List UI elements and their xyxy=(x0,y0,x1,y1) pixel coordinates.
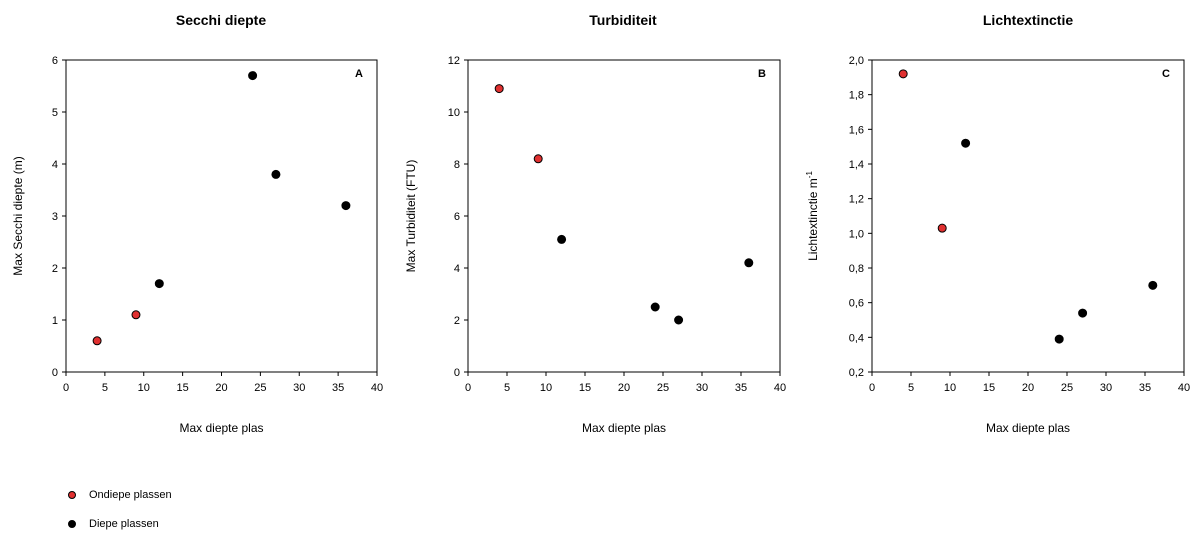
y-tick-label-c: 0,2 xyxy=(849,367,864,379)
x-tick-label-a: 25 xyxy=(254,382,266,394)
y-tick-label-c: 0,6 xyxy=(849,298,864,310)
x-tick-label-a: 20 xyxy=(215,382,227,394)
point-deep-b xyxy=(557,234,567,244)
x-axis-label-b: Max diepte plas xyxy=(582,421,666,435)
x-tick-label-a: 10 xyxy=(138,382,150,394)
y-tick-label-b: 12 xyxy=(448,55,460,67)
y-tick-label-a: 1 xyxy=(52,315,58,327)
x-tick-label-b: 30 xyxy=(696,382,708,394)
chart-panel-c: Lichtextinctie C 0 5 10 15 20 25 30 35 40 0,2 0,4 0,6… xyxy=(805,12,1190,435)
point-deep-c xyxy=(1078,308,1088,318)
x-tick-label-a: 15 xyxy=(177,382,189,394)
point-deep-c xyxy=(961,138,971,148)
y-tick-label-c: 1,8 xyxy=(849,90,864,102)
x-tick-label-a: 35 xyxy=(332,382,344,394)
y-tick-label-a: 3 xyxy=(52,211,58,223)
y-tick-label-a: 0 xyxy=(52,367,58,379)
point-deep-a xyxy=(154,279,164,289)
x-tick-label-c: 5 xyxy=(908,382,914,394)
y-tick-label-c: 1,2 xyxy=(849,194,864,206)
legend-marker-shallow xyxy=(68,491,76,499)
x-tick-label-c: 25 xyxy=(1061,382,1073,394)
y-axis-label-superscript-c: -1 xyxy=(805,171,814,179)
x-tick-label-b: 35 xyxy=(735,382,747,394)
y-tick-label-c: 0,4 xyxy=(849,332,864,344)
x-tick-label-a: 0 xyxy=(63,382,69,394)
y-tick-label-b: 8 xyxy=(454,159,460,171)
x-tick-label-c: 35 xyxy=(1139,382,1151,394)
plot-frame-c xyxy=(871,59,1185,373)
legend-label-shallow: Ondiepe plassen xyxy=(89,489,172,501)
point-deep-c xyxy=(1054,334,1064,344)
point-shallow-c xyxy=(898,69,908,79)
point-shallow-b xyxy=(494,84,504,94)
x-tick-label-b: 5 xyxy=(504,382,510,394)
x-tick-label-a: 40 xyxy=(371,382,383,394)
y-axis-label-c: Lichtextinctie m-1 xyxy=(805,171,820,261)
point-deep-a xyxy=(271,169,281,179)
point-shallow-c xyxy=(937,223,947,233)
chart-panel-a: Secchi diepte A 0 5 10 15 20 25 30 35 40 0 1 2 3 4 5 6 Max… xyxy=(11,12,383,435)
y-tick-label-c: 2,0 xyxy=(849,55,864,67)
x-tick-label-c: 20 xyxy=(1022,382,1034,394)
chart-panel-b: Turbiditeit B 0 5 10 15 20 25 30 35 40 0 2 4 6 8 10 12 Max… xyxy=(404,12,786,435)
y-tick-label-b: 4 xyxy=(454,263,460,275)
x-tick-label-c: 40 xyxy=(1178,382,1190,394)
y-tick-label-c: 0,8 xyxy=(849,263,864,275)
point-deep-a xyxy=(248,71,258,81)
panel-letter-c: C xyxy=(1162,68,1170,80)
point-deep-c xyxy=(1148,280,1158,290)
x-tick-label-b: 0 xyxy=(465,382,471,394)
point-deep-b xyxy=(650,302,660,312)
x-tick-label-a: 5 xyxy=(102,382,108,394)
legend: Ondiepe plassen Diepe plassen xyxy=(68,486,172,544)
x-tick-label-b: 40 xyxy=(774,382,786,394)
y-tick-label-c: 1,6 xyxy=(849,124,864,136)
y-tick-label-a: 6 xyxy=(52,55,58,67)
panel-letter-b: B xyxy=(758,68,766,80)
y-tick-label-a: 4 xyxy=(52,159,58,171)
chart-title-c: Lichtextinctie xyxy=(983,12,1073,28)
plot-frame-a xyxy=(65,59,378,373)
legend-marker-deep xyxy=(68,520,76,528)
x-tick-label-b: 15 xyxy=(579,382,591,394)
point-shallow-a xyxy=(131,310,141,320)
x-axis-label-a: Max diepte plas xyxy=(179,421,263,435)
plot-frame-b xyxy=(467,59,781,373)
y-tick-label-b: 2 xyxy=(454,315,460,327)
x-tick-label-b: 20 xyxy=(618,382,630,394)
y-tick-label-b: 6 xyxy=(454,211,460,223)
legend-item-shallow: Ondiepe plassen xyxy=(68,486,172,504)
y-tick-label-b: 10 xyxy=(448,107,460,119)
chart-title-a: Secchi diepte xyxy=(176,12,266,28)
y-tick-label-c: 1,4 xyxy=(849,159,864,171)
y-axis-label-a: Max Secchi diepte (m) xyxy=(11,156,25,275)
panel-letter-a: A xyxy=(355,68,363,80)
legend-label-deep: Diepe plassen xyxy=(89,518,159,530)
x-tick-label-c: 30 xyxy=(1100,382,1112,394)
y-axis-label-b: Max Turbiditeit (FTU) xyxy=(404,160,418,273)
x-axis-label-c: Max diepte plas xyxy=(986,421,1070,435)
y-tick-label-c: 1,0 xyxy=(849,228,864,240)
x-tick-label-c: 10 xyxy=(944,382,956,394)
y-tick-label-a: 2 xyxy=(52,263,58,275)
chart-title-b: Turbiditeit xyxy=(589,12,657,28)
x-tick-label-c: 15 xyxy=(983,382,995,394)
point-shallow-a xyxy=(92,336,102,346)
legend-item-deep: Diepe plassen xyxy=(68,515,172,533)
y-tick-label-b: 0 xyxy=(454,367,460,379)
y-tick-label-a: 5 xyxy=(52,107,58,119)
point-shallow-b xyxy=(533,154,543,164)
x-tick-label-b: 25 xyxy=(657,382,669,394)
point-deep-a xyxy=(341,201,351,211)
x-tick-label-b: 10 xyxy=(540,382,552,394)
point-deep-b xyxy=(744,258,754,268)
x-tick-label-c: 0 xyxy=(869,382,875,394)
x-tick-label-a: 30 xyxy=(293,382,305,394)
point-deep-b xyxy=(674,315,684,325)
